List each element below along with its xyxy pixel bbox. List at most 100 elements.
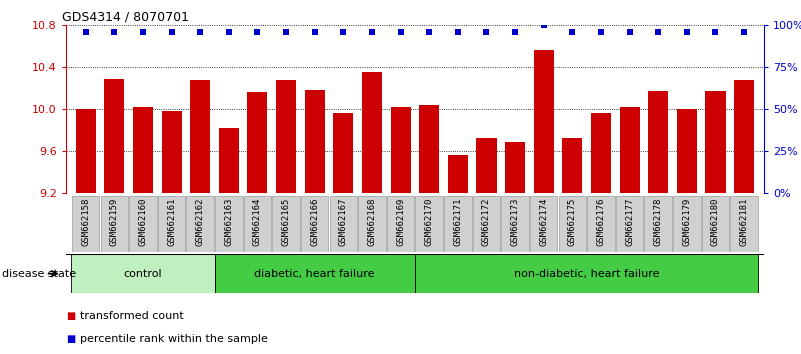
- Bar: [501, 196, 529, 252]
- Bar: [76, 109, 96, 354]
- Bar: [591, 113, 611, 354]
- Bar: [415, 254, 759, 293]
- Text: GSM662179: GSM662179: [682, 198, 691, 246]
- Bar: [731, 196, 758, 252]
- Bar: [620, 107, 640, 354]
- Bar: [416, 196, 443, 252]
- Text: ■: ■: [66, 311, 75, 321]
- Bar: [244, 196, 272, 252]
- Text: GSM662165: GSM662165: [282, 198, 291, 246]
- Bar: [473, 196, 500, 252]
- Point: [566, 29, 579, 34]
- Bar: [616, 196, 643, 252]
- Bar: [71, 254, 215, 293]
- Point: [594, 29, 607, 34]
- Text: GSM662160: GSM662160: [139, 198, 147, 246]
- Text: GSM662181: GSM662181: [739, 198, 749, 246]
- Bar: [706, 91, 726, 354]
- Point: [280, 29, 292, 34]
- Text: GSM662173: GSM662173: [510, 198, 520, 246]
- Bar: [358, 196, 386, 252]
- Bar: [162, 111, 182, 354]
- Text: non-diabetic, heart failure: non-diabetic, heart failure: [514, 269, 659, 279]
- Text: GSM662162: GSM662162: [195, 198, 205, 246]
- Text: GSM662171: GSM662171: [453, 198, 462, 246]
- Bar: [702, 196, 729, 252]
- Text: GSM662176: GSM662176: [597, 198, 606, 246]
- Bar: [301, 196, 328, 252]
- Bar: [673, 196, 701, 252]
- Bar: [219, 128, 239, 354]
- Text: GSM662172: GSM662172: [482, 198, 491, 246]
- Point: [681, 29, 694, 34]
- Bar: [72, 196, 99, 252]
- Bar: [448, 155, 468, 354]
- Text: GSM662159: GSM662159: [110, 198, 119, 246]
- Bar: [215, 196, 243, 252]
- Bar: [391, 107, 411, 354]
- Bar: [133, 107, 153, 354]
- Bar: [190, 80, 210, 354]
- Bar: [187, 196, 214, 252]
- Text: GSM662163: GSM662163: [224, 198, 233, 246]
- Bar: [533, 50, 553, 354]
- Bar: [333, 113, 353, 354]
- Point: [738, 29, 751, 34]
- Point: [136, 29, 149, 34]
- Point: [251, 29, 264, 34]
- Bar: [645, 196, 672, 252]
- Point: [652, 29, 665, 34]
- Bar: [248, 92, 268, 354]
- Point: [365, 29, 378, 34]
- Bar: [505, 143, 525, 354]
- Text: GSM662167: GSM662167: [339, 198, 348, 246]
- Text: GSM662175: GSM662175: [568, 198, 577, 246]
- Text: GSM662161: GSM662161: [167, 198, 176, 246]
- Bar: [272, 196, 300, 252]
- Text: GDS4314 / 8070701: GDS4314 / 8070701: [62, 11, 189, 24]
- Text: GSM662170: GSM662170: [425, 198, 433, 246]
- Text: GSM662169: GSM662169: [396, 198, 405, 246]
- Bar: [677, 109, 697, 354]
- Bar: [362, 72, 382, 354]
- Bar: [734, 80, 754, 354]
- Text: GSM662168: GSM662168: [368, 198, 376, 246]
- Bar: [129, 196, 157, 252]
- Text: GSM662177: GSM662177: [625, 198, 634, 246]
- Text: GSM662158: GSM662158: [81, 198, 91, 246]
- Bar: [330, 196, 357, 252]
- Bar: [215, 254, 415, 293]
- Text: GSM662164: GSM662164: [253, 198, 262, 246]
- Bar: [444, 196, 472, 252]
- Point: [509, 29, 521, 34]
- Bar: [477, 138, 497, 354]
- Bar: [104, 79, 124, 354]
- Bar: [276, 80, 296, 354]
- Bar: [562, 138, 582, 354]
- Point: [452, 29, 465, 34]
- Point: [337, 29, 350, 34]
- Point: [623, 29, 636, 34]
- Point: [223, 29, 235, 34]
- Text: percentile rank within the sample: percentile rank within the sample: [80, 334, 268, 344]
- Point: [709, 29, 722, 34]
- Text: GSM662174: GSM662174: [539, 198, 548, 246]
- Point: [108, 29, 121, 34]
- Bar: [558, 196, 586, 252]
- Text: GSM662166: GSM662166: [310, 198, 320, 246]
- Text: GSM662178: GSM662178: [654, 198, 662, 246]
- Point: [537, 22, 550, 28]
- Bar: [304, 90, 324, 354]
- Text: ■: ■: [66, 334, 75, 344]
- Point: [165, 29, 178, 34]
- Bar: [648, 91, 668, 354]
- Bar: [419, 105, 439, 354]
- Text: GSM662180: GSM662180: [711, 198, 720, 246]
- Text: transformed count: transformed count: [80, 311, 184, 321]
- Bar: [587, 196, 614, 252]
- Point: [480, 29, 493, 34]
- Text: disease state: disease state: [2, 269, 77, 279]
- Bar: [158, 196, 185, 252]
- Point: [194, 29, 207, 34]
- Text: control: control: [123, 269, 163, 279]
